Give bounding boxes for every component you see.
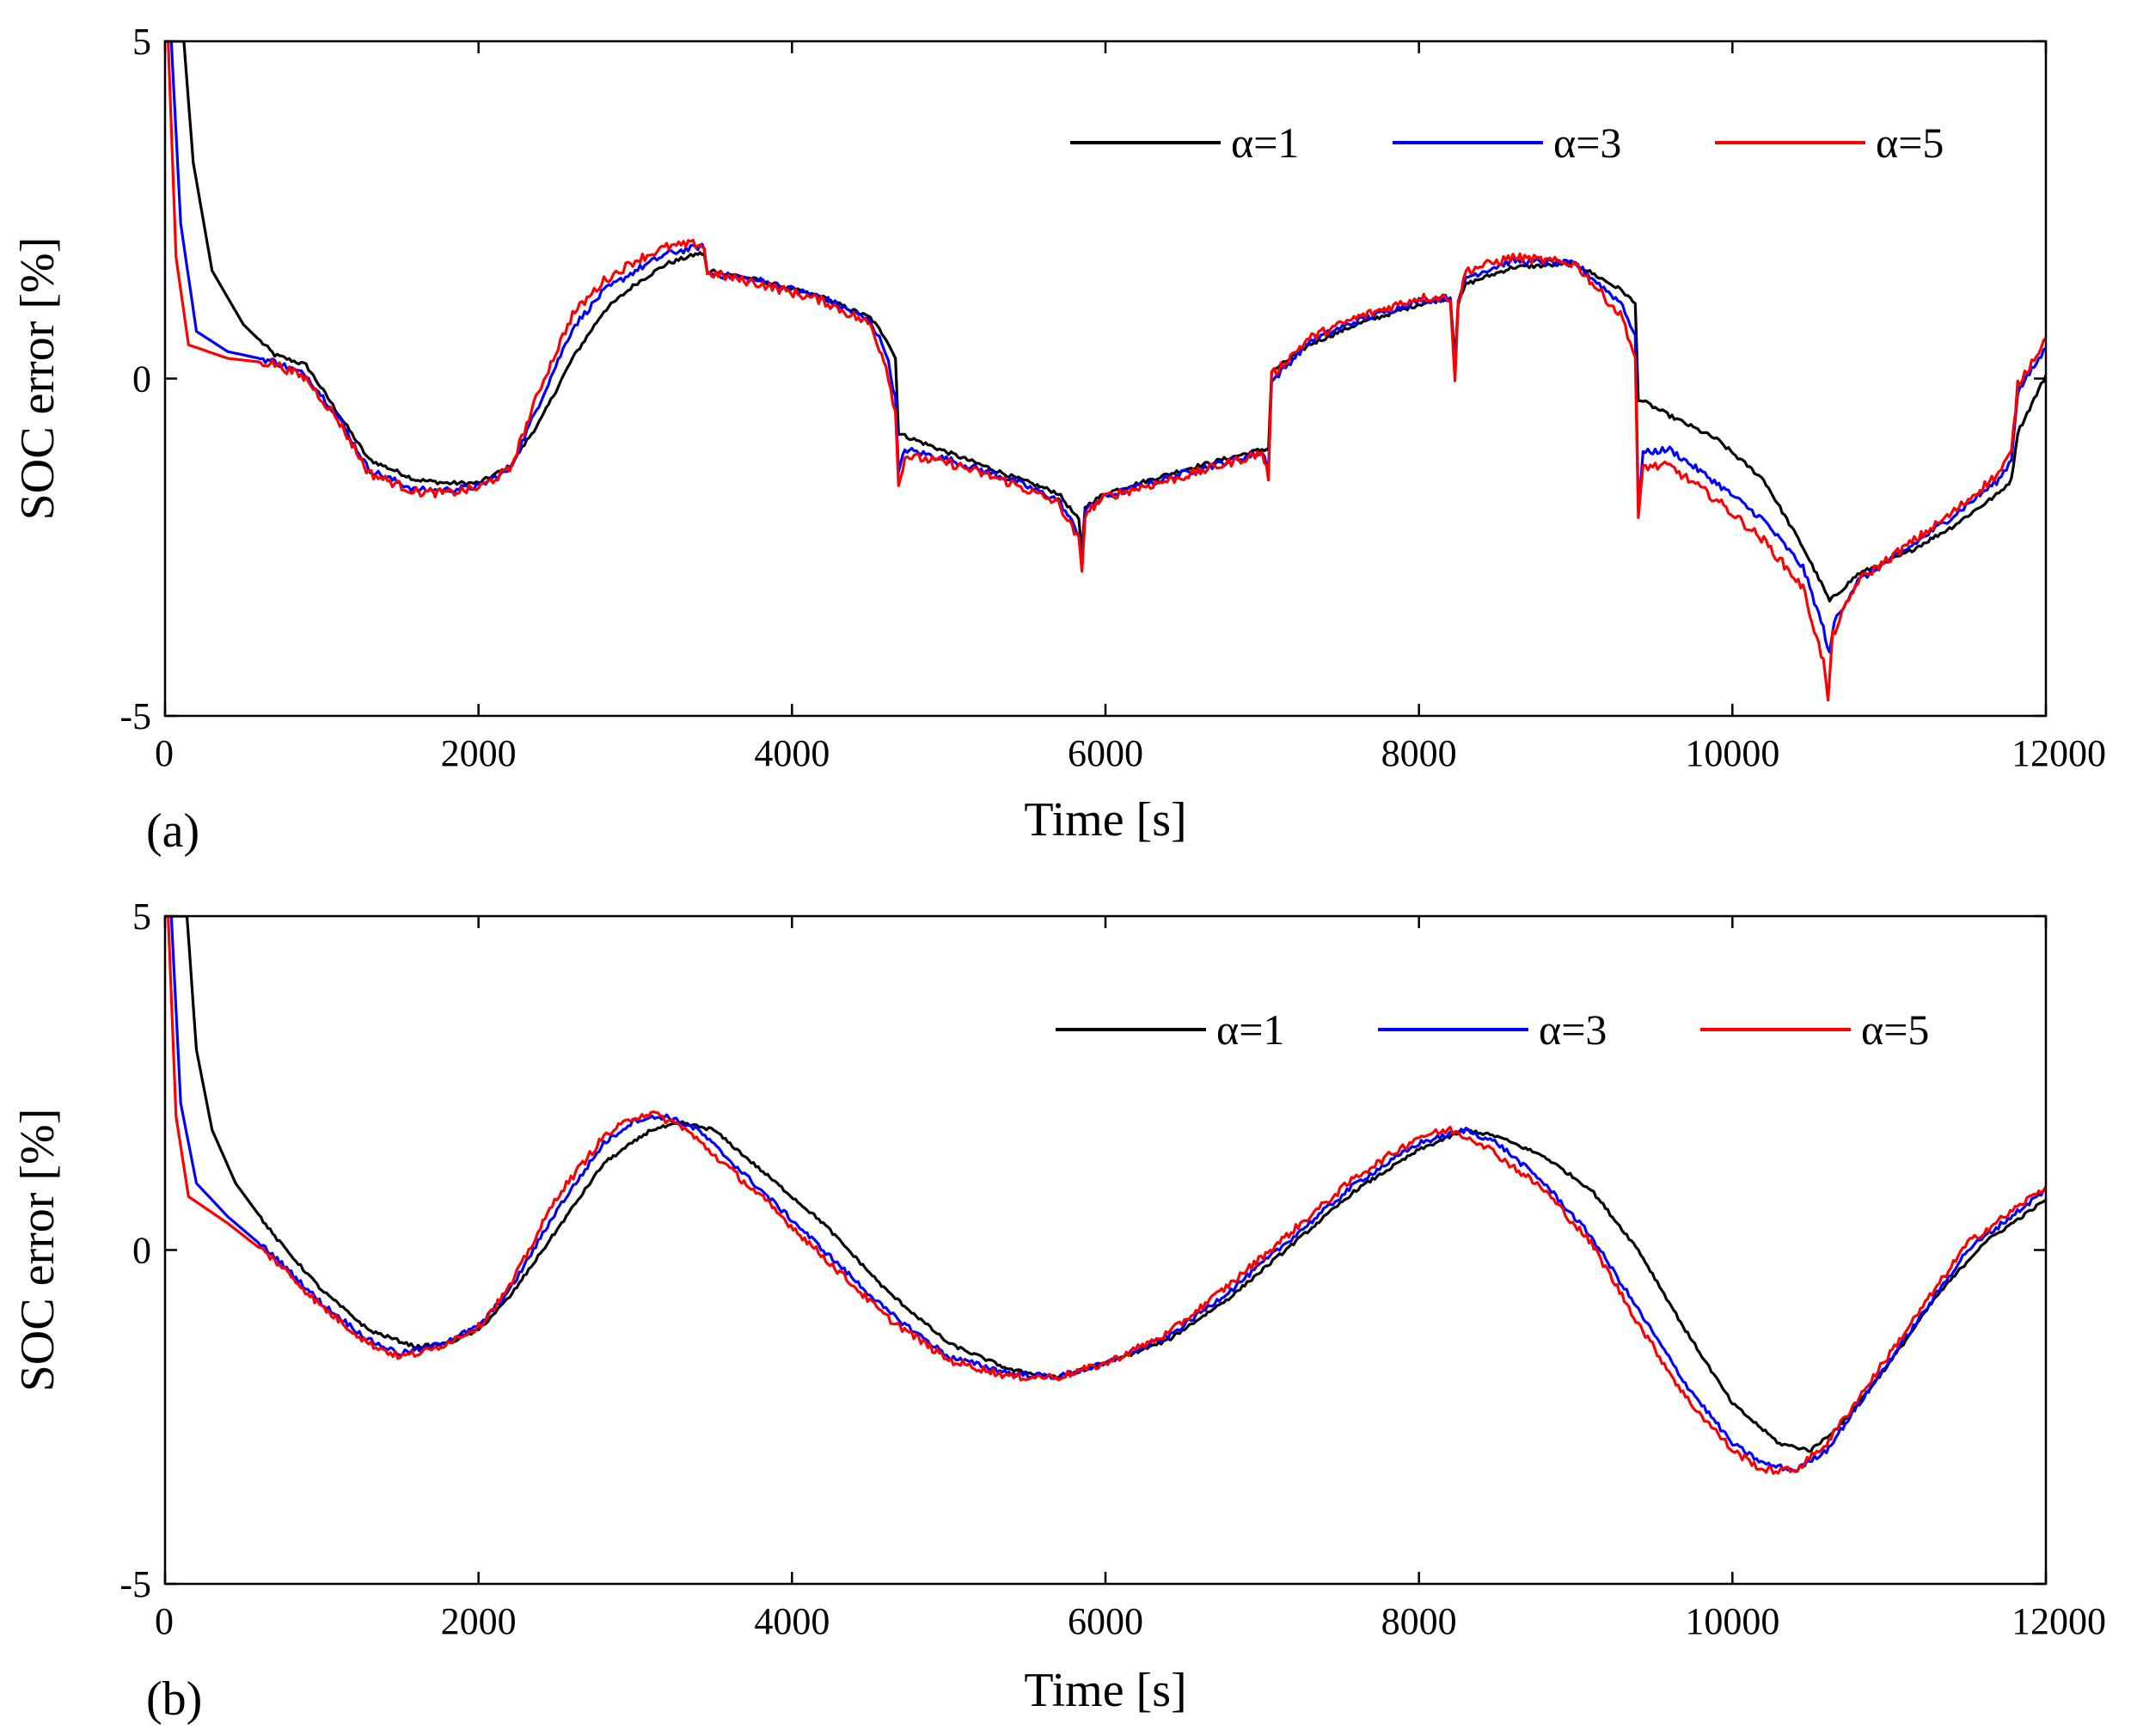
axes-frame [163, 914, 2048, 1586]
y-tick-label: 5 [132, 21, 151, 63]
series-line-3 [165, 916, 2046, 1476]
x-tick-label: 10000 [1685, 732, 1779, 774]
x-tick-label: 8000 [1381, 1600, 1457, 1642]
x-tick-label: 6000 [1068, 1600, 1143, 1642]
legend-label-1: α=1 [1231, 119, 1299, 167]
legend-label-3: α=5 [1861, 1006, 1929, 1054]
panel-label: (b) [146, 1672, 202, 1726]
x-tick-label: 12000 [2012, 732, 2106, 774]
plot-area [165, 916, 2046, 1476]
x-tick-label: 10000 [1685, 1600, 1779, 1642]
x-tick-label: 0 [155, 1600, 174, 1642]
legend: α=1 α=3 α=5 [1056, 1006, 1929, 1054]
legend: α=1 α=3 α=5 [1070, 119, 1944, 167]
y-tick-label: 0 [132, 358, 151, 400]
panel-label: (a) [146, 804, 199, 858]
x-tick-label: 2000 [441, 732, 517, 774]
plot-area [165, 41, 2046, 702]
x-axis-label: Time [s] [1024, 793, 1186, 847]
x-axis-label: Time [s] [1024, 1664, 1186, 1717]
y-tick-label: -5 [119, 695, 151, 737]
legend-label-3: α=5 [1876, 119, 1944, 167]
x-tick-label: 4000 [754, 732, 830, 774]
x-tick-label: 12000 [2012, 1600, 2106, 1642]
x-tick-label: 0 [155, 732, 174, 774]
y-tick-label: -5 [119, 1563, 151, 1605]
x-tick-label: 6000 [1068, 732, 1143, 774]
series-line-2 [165, 916, 2046, 1473]
y-axis-label: SOC error [%] [11, 1109, 64, 1392]
x-tick-label: 8000 [1381, 732, 1457, 774]
x-tick-label: 4000 [754, 1600, 830, 1642]
series-line-3 [165, 41, 2046, 702]
series-line-2 [165, 41, 2046, 654]
y-tick-label: 5 [132, 896, 151, 938]
y-axis-label: SOC error [%] [11, 237, 64, 521]
y-tick-label: 0 [132, 1230, 151, 1272]
series-line-1 [165, 916, 2046, 1453]
x-tick-label: 2000 [441, 1600, 517, 1642]
series-line-1 [165, 41, 2046, 602]
legend-label-1: α=1 [1216, 1006, 1284, 1054]
legend-label-2: α=3 [1539, 1006, 1607, 1054]
legend-label-2: α=3 [1553, 119, 1621, 167]
